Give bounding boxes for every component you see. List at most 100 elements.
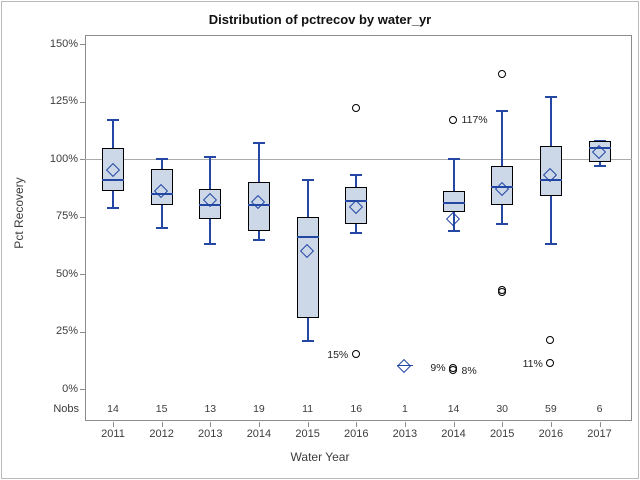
nobs-value: 14 (447, 403, 460, 415)
nobs-value: 15 (155, 403, 168, 415)
y-axis-tick-label: 75% (55, 210, 78, 223)
x-axis-tick (550, 422, 552, 427)
box (247, 182, 270, 231)
median-line (150, 192, 173, 195)
annotation-label: 11% (522, 357, 543, 370)
box (345, 186, 368, 224)
whisker-cap (544, 96, 557, 99)
median-line (345, 199, 368, 202)
x-axis-tick-label: 2015 (489, 428, 515, 440)
x-axis-tick-label: 2017 (587, 428, 612, 440)
nobs-value: 16 (350, 403, 363, 415)
median-line (588, 146, 611, 149)
box (588, 140, 611, 162)
x-axis-tick (356, 422, 358, 427)
whisker-cap (204, 243, 217, 246)
single-observation-line (396, 365, 413, 367)
x-axis-tick (307, 422, 309, 427)
nobs-value: 59 (545, 403, 557, 415)
whisker-cap (301, 339, 314, 342)
box (442, 191, 465, 213)
x-axis-tick-label: 2016 (538, 428, 564, 440)
median-line (102, 179, 124, 181)
x-axis-tick-label: 2011 (101, 428, 125, 440)
whisker-cap (107, 206, 119, 209)
x-axis-tick (404, 422, 406, 427)
nobs-value: 30 (496, 403, 509, 415)
y-axis-tick-label: 150% (49, 37, 78, 50)
outlier-marker (351, 350, 360, 359)
whisker-cap (350, 174, 363, 177)
median-line (442, 201, 465, 204)
outlier-marker (497, 288, 506, 297)
annotation-label: 15% (327, 348, 349, 361)
x-axis-tick (258, 422, 260, 427)
nobs-value: 1 (401, 403, 408, 415)
whisker-cap (496, 110, 509, 113)
annotation-label: 9% (430, 362, 446, 375)
y-axis-tick-label: 0% (62, 382, 78, 395)
whisker-cap (301, 179, 314, 181)
nobs-value: 14 (107, 403, 119, 415)
whisker-cap (155, 227, 168, 230)
whisker-cap (447, 158, 460, 161)
box (296, 216, 319, 318)
x-axis-tick-label: 2013 (392, 428, 418, 440)
y-axis-tick-label: 25% (55, 325, 78, 338)
outlier-marker (449, 115, 458, 124)
whisker-cap (447, 229, 460, 232)
whisker-cap (544, 243, 557, 246)
x-axis-tick (453, 422, 455, 427)
median-line (199, 204, 222, 207)
y-axis-tick-label: 125% (49, 95, 78, 108)
x-axis-tick-label: 2012 (149, 428, 174, 440)
box (491, 166, 514, 206)
x-axis-tick-label: 2014 (246, 428, 272, 440)
x-axis-tick (502, 422, 504, 427)
x-axis-title: Water Year (290, 450, 350, 464)
y-axis-tick-label: 50% (55, 267, 78, 280)
annotation-label: 8% (461, 364, 477, 377)
whisker-cap (252, 238, 265, 241)
chart-title: Distribution of pctrecov by water_yr (208, 12, 432, 27)
nobs-value: 13 (204, 403, 217, 415)
annotation-label: 117% (461, 114, 488, 127)
y-axis-tick-label: 100% (49, 152, 78, 165)
y-axis-tick (80, 274, 85, 276)
x-axis-tick (161, 422, 163, 427)
y-axis-title: Pct Recovery (12, 177, 26, 249)
whisker-cap (350, 231, 363, 234)
y-axis-tick (80, 331, 85, 333)
x-axis-tick-label: 2013 (198, 428, 223, 440)
box (150, 168, 173, 206)
y-axis-tick (80, 101, 85, 103)
reference-line (85, 158, 632, 160)
nobs-value: 19 (253, 403, 265, 415)
x-axis-tick-label: 2014 (441, 428, 466, 440)
nobs-value: 6 (596, 403, 603, 415)
outlier-marker (497, 69, 506, 78)
x-axis-tick (113, 422, 114, 427)
x-axis-tick-label: 2015 (295, 428, 320, 440)
nobs-value: 11 (302, 403, 314, 415)
outlier-marker (546, 336, 555, 345)
median-line (296, 236, 319, 239)
median-line (539, 179, 562, 181)
box (199, 189, 222, 220)
whisker-cap (593, 165, 606, 168)
nobs-row-header: Nobs (53, 403, 79, 415)
outlier-marker (351, 104, 360, 113)
x-axis-tick (210, 422, 212, 427)
median-line (491, 185, 514, 188)
whisker-cap (496, 222, 509, 225)
whisker-cap (107, 119, 119, 122)
x-axis-tick (599, 422, 601, 427)
whisker-cap (204, 156, 217, 159)
box (539, 145, 562, 197)
whisker-cap (252, 142, 265, 145)
outlier-marker (449, 366, 458, 375)
y-axis-tick (80, 216, 85, 218)
median-line (247, 204, 270, 207)
y-axis-tick (80, 44, 85, 46)
